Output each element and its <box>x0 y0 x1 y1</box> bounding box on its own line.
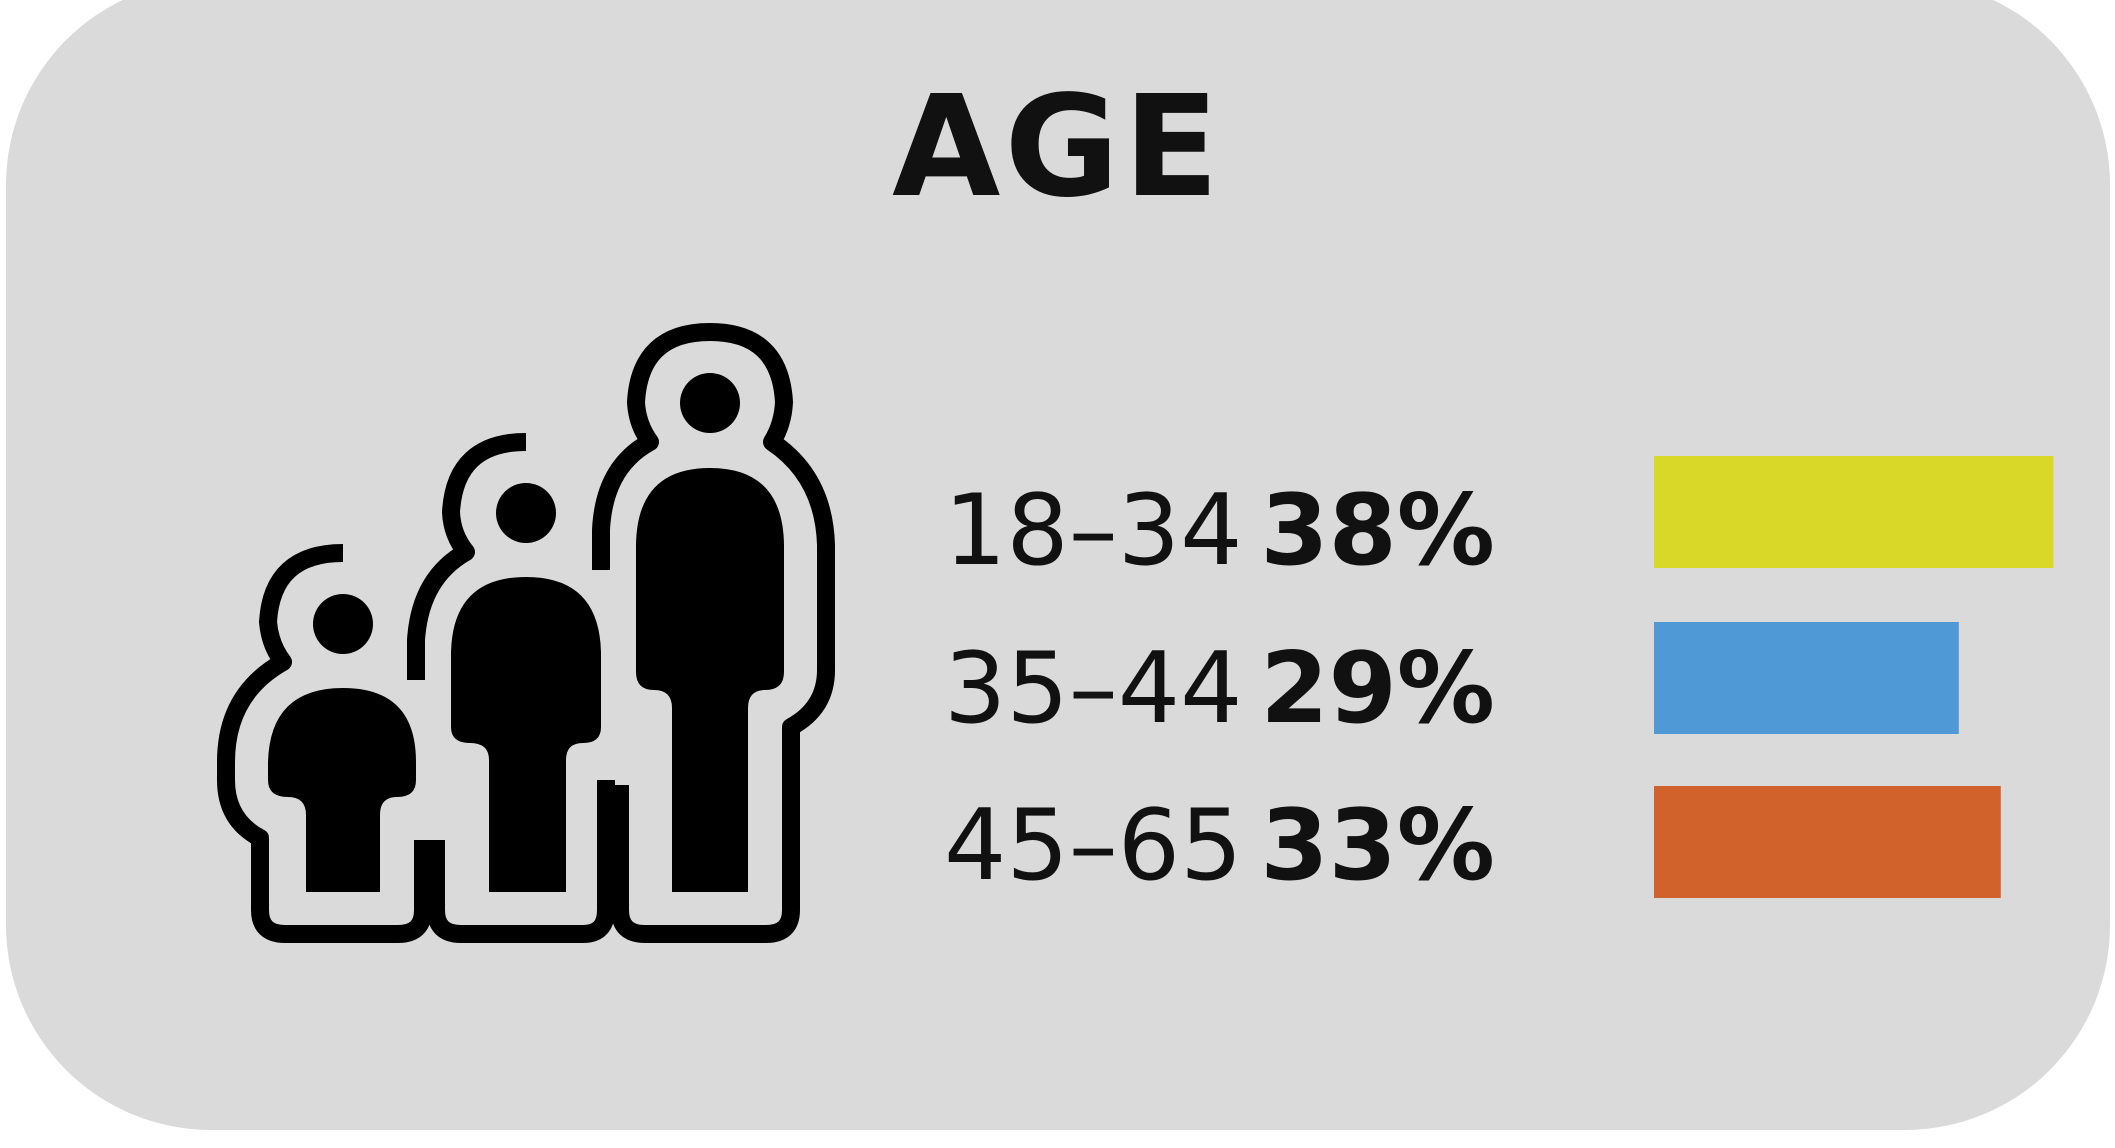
bar-18-34 <box>1654 456 2054 568</box>
category-label-45-65: 45–65 33% <box>905 797 1495 895</box>
bar-45-65 <box>1654 786 2001 898</box>
chart-title: AGE <box>892 66 1223 229</box>
tick-label: 45–65 <box>944 789 1243 903</box>
tick-label: 35–44 <box>944 632 1243 746</box>
tick-label: 18–34 <box>944 474 1243 588</box>
data-label: 29% <box>1260 632 1495 746</box>
family-people-icon <box>217 323 835 943</box>
bar-35-44 <box>1654 622 1959 734</box>
data-label: 38% <box>1260 474 1495 588</box>
category-label-18-34: 18–34 38% <box>905 482 1495 580</box>
category-label-35-44: 35–44 29% <box>905 640 1495 738</box>
data-label: 33% <box>1260 789 1495 903</box>
